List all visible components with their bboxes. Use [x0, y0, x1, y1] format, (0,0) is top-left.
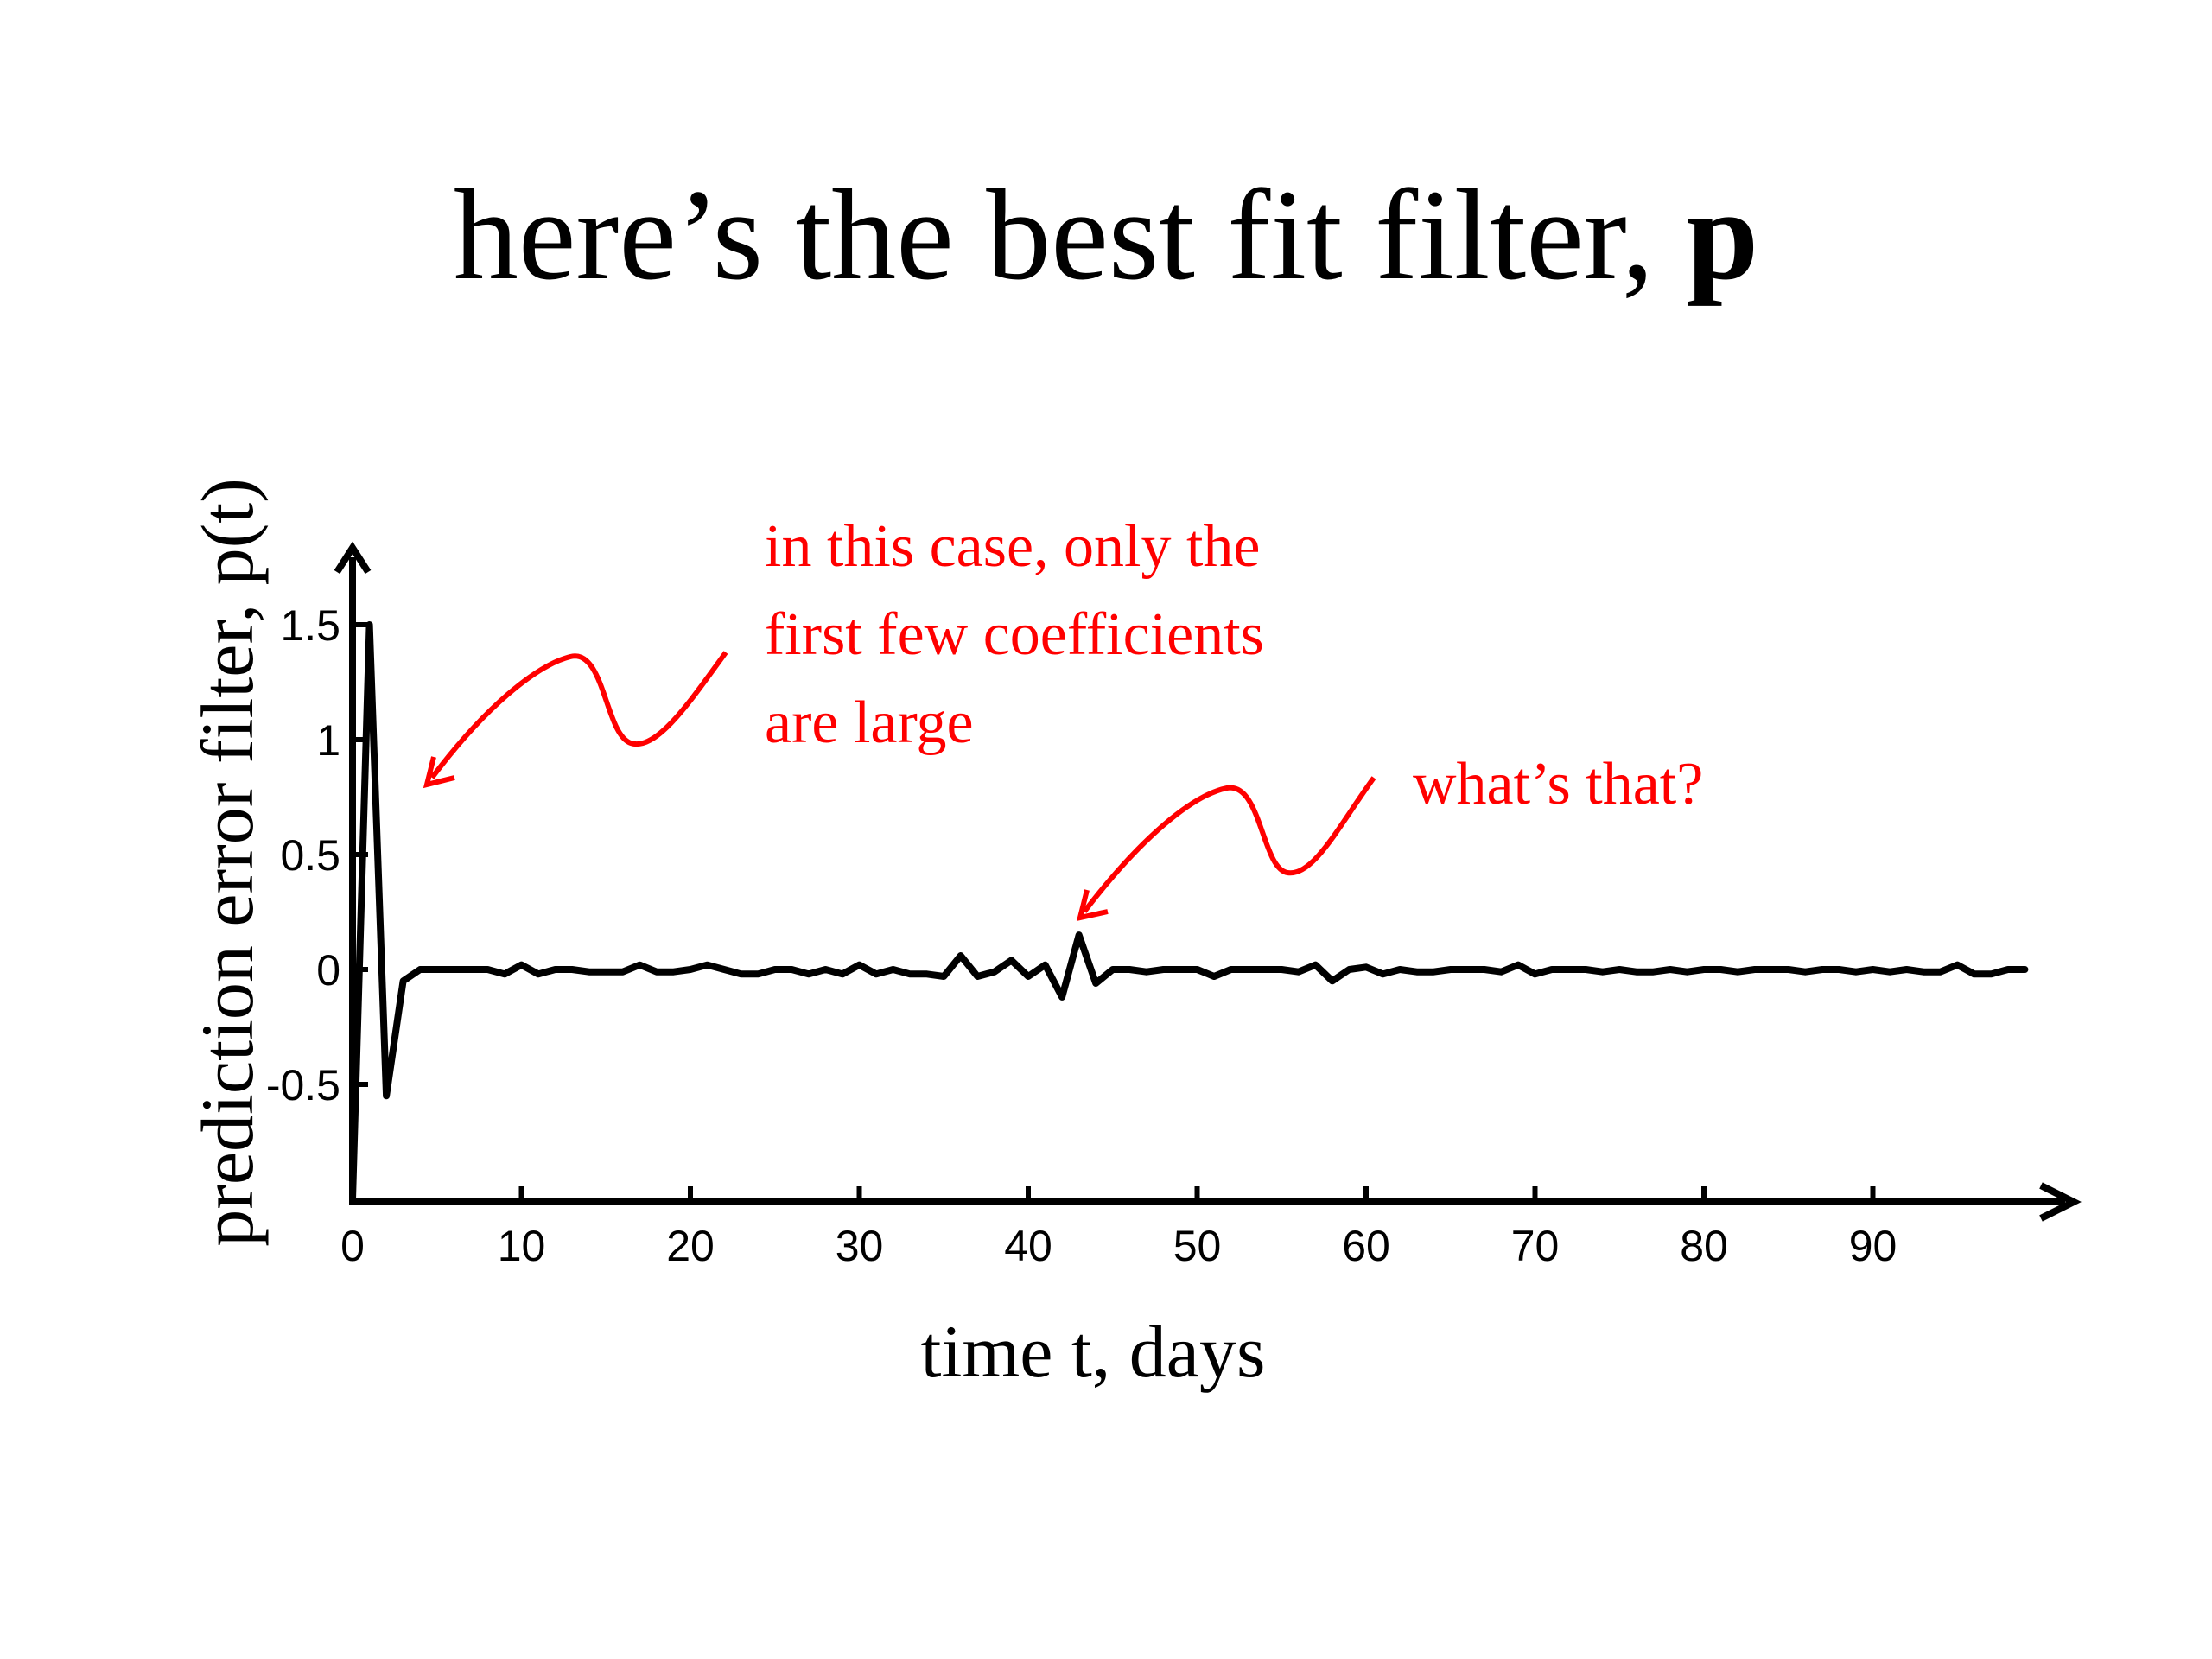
- y-axis-arrowhead: [334, 541, 372, 575]
- y-tick-label: -0.5: [266, 1061, 340, 1109]
- note-1-arrowhead: [423, 756, 455, 789]
- x-tick-label: 40: [1004, 1222, 1052, 1270]
- note-1-line-1: in this case, only the: [765, 513, 1261, 580]
- x-tick-label: 10: [498, 1222, 546, 1270]
- series-group: [349, 621, 2029, 1203]
- x-tick-label: 70: [1511, 1222, 1560, 1270]
- note-1-line-2: first few coefficients: [765, 601, 1264, 668]
- y-tick-label: 0: [316, 946, 340, 995]
- x-axis-label: time t, days: [921, 1310, 1266, 1393]
- y-axis-label: prediction error filter, p(t): [186, 478, 269, 1247]
- note-1-arrow: [429, 651, 728, 779]
- y-tick-label: 1: [316, 716, 340, 765]
- x-tick-label: 0: [340, 1222, 365, 1270]
- note-1-line-3: are large: [765, 690, 974, 756]
- x-tick-label: 90: [1849, 1222, 1897, 1270]
- slide-title-bold: p: [1686, 163, 1759, 307]
- x-axis-arrowhead: [2039, 1182, 2082, 1222]
- y-tick-label: 1.5: [280, 601, 340, 650]
- slide-title-text: here’s the best fit filter,: [453, 163, 1687, 307]
- x-ticks: 0 10 20 30 40 50 60 70 80 90: [340, 1186, 1897, 1270]
- x-tick-label: 30: [836, 1222, 884, 1270]
- x-tick-label: 60: [1342, 1222, 1390, 1270]
- series-line: [349, 621, 2029, 1203]
- x-tick-label: 50: [1173, 1222, 1222, 1270]
- note-2-arrow: [1082, 776, 1376, 913]
- note-1: in this case, only the first few coeffic…: [765, 513, 1279, 756]
- note-2-arrowhead: [1076, 889, 1109, 921]
- x-tick-label: 80: [1680, 1222, 1728, 1270]
- x-tick-label: 20: [666, 1222, 715, 1270]
- y-tick-label: 0.5: [280, 831, 340, 880]
- slide-title: here’s the best fit filter, p: [0, 164, 2212, 307]
- y-ticks: -0.5 0 0.5 1 1.5: [266, 601, 368, 1109]
- note-2: what’s that?: [1413, 751, 1703, 817]
